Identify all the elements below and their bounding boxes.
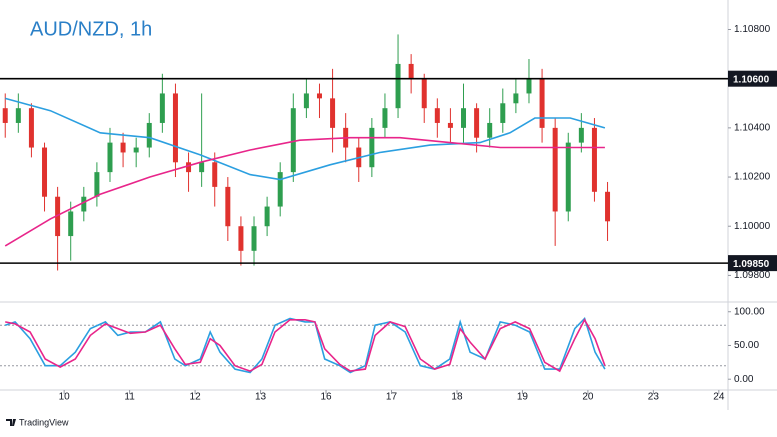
candle-body xyxy=(513,93,519,104)
y-tick-label: 50.00 xyxy=(734,340,759,351)
candle-body xyxy=(68,211,74,237)
candle-body xyxy=(133,147,139,153)
candle-body xyxy=(303,93,309,109)
chart-title: AUD/NZD, 1h xyxy=(30,18,152,40)
stochastic-line xyxy=(5,318,606,373)
level-label: 1.09850 xyxy=(733,259,770,270)
candle-body xyxy=(277,172,283,207)
candle-body xyxy=(461,108,467,128)
candle-body xyxy=(369,127,375,168)
y-tick-label: 1.10200 xyxy=(734,172,771,183)
level-label-box xyxy=(728,255,777,272)
x-tick-label: 18 xyxy=(451,392,463,403)
x-tick-label: 16 xyxy=(320,392,332,403)
candle-body xyxy=(159,93,165,123)
candle-body xyxy=(264,206,270,227)
candle-body xyxy=(81,196,87,212)
x-tick-label: 24 xyxy=(713,392,725,403)
brand: TradingView xyxy=(19,417,69,427)
y-tick-label: 1.10800 xyxy=(734,24,771,35)
candle-body xyxy=(2,108,8,123)
candle-body xyxy=(251,226,257,251)
candle-body xyxy=(382,108,388,128)
candle-body xyxy=(330,98,336,128)
candle-body xyxy=(552,127,558,212)
candle-body xyxy=(94,172,100,197)
y-tick-label: 1.10000 xyxy=(734,221,771,232)
level-label: 1.10600 xyxy=(733,74,770,85)
x-tick-label: 10 xyxy=(59,392,71,403)
candle-body xyxy=(186,162,192,173)
candle-body xyxy=(605,191,611,222)
candle-body xyxy=(212,162,218,187)
stochastic-line xyxy=(4,316,606,374)
y-tick-label: 100.00 xyxy=(734,306,765,317)
x-tick-label: 20 xyxy=(582,392,594,403)
y-tick-label: 1.09800 xyxy=(734,270,771,281)
moving-average xyxy=(4,97,606,181)
candle-body xyxy=(421,78,427,109)
candle-body xyxy=(238,226,244,251)
candle-body xyxy=(395,63,401,109)
moving-average xyxy=(4,136,605,247)
brand-logo: TradingView xyxy=(6,417,69,427)
x-tick-label: 23 xyxy=(648,392,660,403)
candle-body xyxy=(146,122,152,148)
candle-body xyxy=(28,108,34,148)
candle-body xyxy=(225,186,231,227)
candle-body xyxy=(434,108,440,123)
candle-body xyxy=(591,127,597,192)
candle-body xyxy=(565,142,571,212)
candle-body xyxy=(55,196,61,237)
y-tick-label: 1.10400 xyxy=(734,123,771,134)
candle-body xyxy=(290,108,296,173)
candle-body xyxy=(447,122,453,128)
candle-body xyxy=(107,142,113,173)
x-tick-label: 13 xyxy=(255,392,267,403)
x-tick-label: 12 xyxy=(190,392,202,403)
candle-body xyxy=(474,108,480,138)
candle-body xyxy=(578,127,584,143)
candle-body xyxy=(526,78,532,94)
candle-body xyxy=(172,93,178,163)
candle-body xyxy=(15,108,21,123)
candle-body xyxy=(539,78,545,128)
x-tick-label: 11 xyxy=(124,392,135,403)
candle-body xyxy=(316,93,322,99)
x-tick-label: 17 xyxy=(386,392,398,403)
candle-body xyxy=(42,147,48,197)
candle-body xyxy=(500,103,506,123)
level-label-box xyxy=(728,70,777,87)
candle-body xyxy=(120,142,126,153)
candle-body xyxy=(487,122,493,138)
y-tick-label: 0.00 xyxy=(734,374,754,385)
candle-body xyxy=(199,162,205,173)
x-tick-label: 19 xyxy=(517,392,529,403)
candle-body xyxy=(408,63,414,79)
